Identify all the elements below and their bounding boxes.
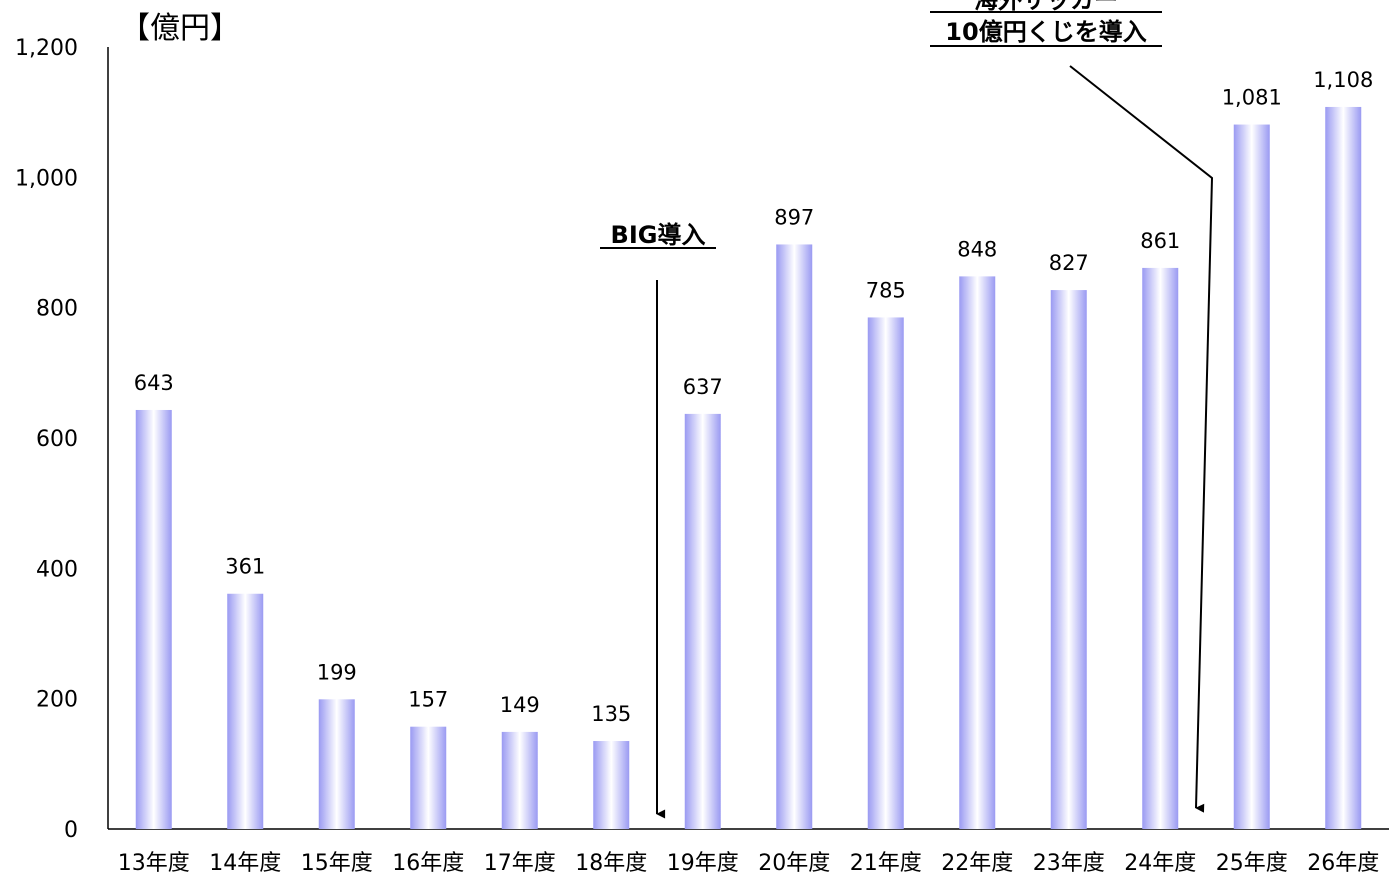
bar	[318, 699, 355, 829]
y-tick-label: 0	[64, 818, 78, 843]
y-tick-label: 600	[36, 427, 78, 452]
y-tick-label: 1,200	[15, 36, 78, 61]
x-tick-label: 16年度	[392, 851, 464, 876]
annotation-arrow	[1069, 65, 1214, 813]
annotation-text: BIG導入	[611, 221, 706, 249]
y-tick-label: 200	[36, 688, 78, 713]
bar-value-label: 1,081	[1222, 86, 1282, 110]
x-tick-label: 25年度	[1216, 851, 1288, 876]
x-tick-label: 13年度	[118, 851, 190, 876]
y-tick-label: 1,000	[15, 166, 78, 191]
x-tick-label: 22年度	[941, 851, 1013, 876]
bar-value-label: 361	[225, 555, 265, 579]
bar	[776, 244, 813, 829]
bar	[867, 317, 904, 829]
bar	[410, 726, 447, 829]
bar	[135, 409, 172, 829]
bar-value-label: 827	[1049, 251, 1089, 275]
bar-value-label: 861	[1140, 229, 1180, 253]
x-tick-label: 21年度	[850, 851, 922, 876]
annotation-big: BIG導入	[600, 221, 716, 819]
bar	[1233, 124, 1270, 829]
unit-label: 【億円】	[120, 11, 240, 46]
bar	[1050, 290, 1087, 829]
bar	[501, 731, 538, 829]
x-tick-label: 17年度	[484, 851, 556, 876]
bar	[1142, 267, 1179, 829]
x-tick-label: 23年度	[1033, 851, 1105, 876]
bar-value-label: 637	[683, 375, 723, 399]
bar-value-label: 199	[317, 660, 357, 684]
x-tick-label: 20年度	[758, 851, 830, 876]
bar-value-label: 643	[134, 371, 174, 395]
bar-value-label: 157	[408, 688, 448, 712]
value-labels-group: 643 361 199 157 149 135 637 897 785 848 827 861 1,08…	[134, 68, 1374, 726]
x-tick-label: 19年度	[667, 851, 739, 876]
x-tick-label: 18年度	[575, 851, 647, 876]
bar	[684, 413, 721, 829]
y-tick-label: 800	[36, 297, 78, 322]
bar	[227, 593, 264, 829]
annotations-group: BIG導入 海外サッカー 10億円くじを導入	[600, 0, 1214, 819]
category-labels-group: 13年度 14年度 15年度 16年度 17年度 18年度 19年度 20年度 21年度 22年度…	[118, 851, 1380, 876]
bar	[1325, 106, 1362, 830]
bar-value-label: 135	[591, 702, 631, 726]
x-tick-label: 26年度	[1307, 851, 1379, 876]
annotation-text-line2: 10億円くじを導入	[945, 18, 1146, 46]
bar-value-label: 785	[866, 278, 906, 302]
x-tick-label: 14年度	[209, 851, 281, 876]
bar-value-label: 848	[957, 237, 997, 261]
bar-value-label: 149	[500, 693, 540, 717]
bar	[593, 741, 630, 829]
x-tick-label: 24年度	[1124, 851, 1196, 876]
annotation-overseas: 海外サッカー 10億円くじを導入	[930, 0, 1214, 813]
bar-value-label: 897	[774, 205, 814, 229]
bars-group	[135, 106, 1362, 830]
annotation-text-line1: 海外サッカー	[974, 0, 1118, 14]
y-tick-label: 400	[36, 557, 78, 582]
x-tick-label: 15年度	[301, 851, 373, 876]
bar-value-label: 1,108	[1313, 68, 1373, 92]
y-axis-ticks: 0 200 400 600 800 1,000 1,200	[15, 36, 78, 843]
bar	[959, 276, 996, 829]
